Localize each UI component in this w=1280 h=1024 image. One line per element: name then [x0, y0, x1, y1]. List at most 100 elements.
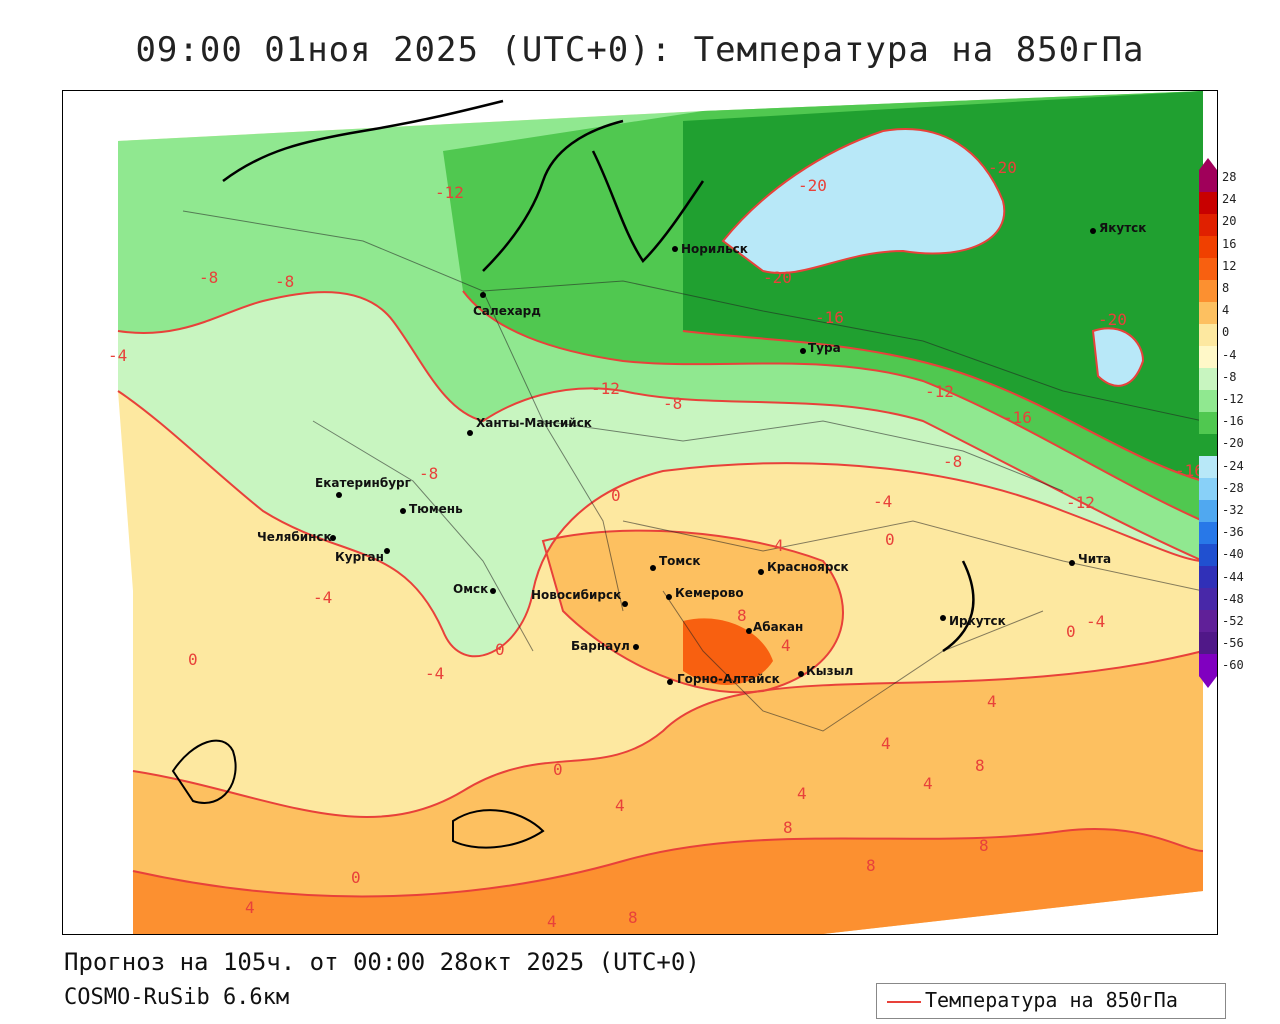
isotherm-label: -8 [663, 394, 682, 413]
legend: Температура на 850гПа [876, 983, 1226, 1019]
isotherm-label: -8 [199, 268, 218, 287]
isotherm-label: 8 [979, 836, 989, 855]
isotherm-label: -12 [925, 382, 954, 401]
city-label: Красноярск [767, 560, 849, 574]
city-dot [467, 430, 473, 436]
city-markers: Норильск Якутск Салехард Тура Ханты-Манс… [257, 221, 1146, 686]
isotherm-label: -20 [763, 268, 792, 287]
isotherm-label: -16 [1175, 461, 1204, 480]
city-label: Норильск [681, 242, 748, 256]
colorbar-max-arrow [1199, 158, 1217, 170]
colorbar-tick-label: 16 [1222, 236, 1237, 251]
temperature-map: -20 -20 -20 -20 -16 -16 -16 -12 -12 -12 … [108, 91, 1204, 934]
colorbar-tick-label: -40 [1222, 547, 1244, 562]
colorbar-tick-label: -36 [1222, 525, 1244, 540]
colorbar-swatch [1199, 214, 1217, 237]
colorbar-tick-label: -52 [1222, 614, 1244, 628]
colorbar-swatch [1199, 368, 1217, 391]
isotherm-label: 4 [797, 784, 807, 803]
city-dot [336, 492, 342, 498]
isotherm-label: 8 [866, 856, 876, 875]
isotherm-label: 0 [351, 868, 361, 887]
city-label: Иркутск [949, 614, 1006, 628]
city-dot [798, 671, 804, 677]
city-label: Барнаул [571, 639, 630, 653]
city-dot [490, 588, 496, 594]
coastline [222, 99, 975, 653]
isotherm-label: 4 [923, 774, 933, 793]
admin-borders [182, 210, 1204, 732]
colorbar-min-arrow [1199, 676, 1217, 688]
map-title: 09:00 01ноя 2025 (UTC+0): Температура на… [135, 30, 1145, 70]
city-label: Новосибирск [531, 588, 621, 602]
colorbar-swatch [1199, 632, 1217, 655]
isotherm-label: -20 [798, 176, 827, 195]
colorbar-tick-label: -24 [1222, 458, 1244, 473]
city-dot [666, 594, 672, 600]
isotherm-label: -12 [435, 183, 464, 202]
forecast-info: Прогноз на 105ч. от 00:00 28окт 2025 (UT… [64, 948, 700, 976]
city-label: Кемерово [675, 586, 744, 600]
colorbar-swatch [1199, 654, 1217, 677]
city-dot [1090, 228, 1096, 234]
colorbar-tick-label: -32 [1222, 503, 1244, 517]
isotherm-labels: -20 -20 -20 -20 -16 -16 -16 -12 -12 -12 … [108, 158, 1204, 931]
legend-line-swatch [887, 1001, 921, 1003]
isotherm-label: 4 [987, 692, 997, 711]
isotherm-label: 8 [975, 756, 985, 775]
city-dot [480, 292, 486, 298]
colorbar-swatch [1199, 346, 1217, 369]
isotherm-label: -20 [1098, 310, 1127, 329]
city-dot [330, 535, 336, 541]
city-label: Якутск [1099, 221, 1146, 235]
city-label: Екатеринбург [315, 476, 411, 490]
colorbar-swatch [1199, 522, 1217, 545]
isotherm-label: 8 [783, 818, 793, 837]
colorbar-swatch [1199, 434, 1217, 457]
colorbar-tick-label: 20 [1222, 214, 1237, 229]
colorbar-tick-label: 0 [1222, 325, 1230, 340]
colorbar-swatch [1199, 258, 1217, 281]
isotherm-label: 0 [885, 530, 895, 549]
colorbar-swatch [1199, 324, 1217, 347]
isotherm-label: -12 [591, 379, 620, 398]
colorbar-tick-label: -44 [1222, 569, 1244, 584]
map-area[interactable]: -20 -20 -20 -20 -16 -16 -16 -12 -12 -12 … [62, 90, 1218, 935]
colorbar-tick-label: -16 [1222, 414, 1244, 429]
colorbar-tick-label: -56 [1222, 636, 1244, 651]
colorbar-tick-label: -20 [1222, 436, 1244, 451]
isotherm-label: -20 [988, 158, 1017, 177]
colorbar-swatch [1199, 170, 1217, 193]
city-dot [758, 569, 764, 575]
city-label: Тура [808, 341, 841, 355]
colorbar-tick-label: -60 [1222, 658, 1244, 673]
isotherm-label: -4 [425, 664, 444, 683]
colorbar-tick-label: 8 [1222, 281, 1230, 295]
city-label: Курган [335, 550, 384, 564]
zone-plus8 [133, 828, 1203, 934]
city-label: Тюмень [409, 502, 463, 516]
isotherm-label: 4 [781, 636, 791, 655]
city-dot [1069, 560, 1075, 566]
isotherm-label: -8 [275, 272, 294, 291]
isotherm-label: 8 [628, 908, 638, 927]
isotherm-label: -8 [943, 452, 962, 471]
colorbar-swatch [1199, 412, 1217, 435]
colorbar-swatch [1199, 236, 1217, 259]
lake-outline [171, 739, 237, 804]
city-dot [672, 246, 678, 252]
zone-minus20-b [1091, 327, 1145, 387]
isotherm-label: 0 [553, 760, 563, 779]
city-dot [940, 615, 946, 621]
city-label: Челябинск [257, 530, 332, 544]
isotherm-label: 0 [495, 640, 505, 659]
isotherm-label: 4 [774, 536, 784, 555]
colorbar-tick-label: 28 [1222, 170, 1237, 184]
colorbar-swatch [1199, 456, 1217, 479]
colorbar-tick-label: -8 [1222, 369, 1237, 384]
city-dot [633, 644, 639, 650]
colorbar-swatch [1199, 280, 1217, 303]
zone-plus8-center [683, 618, 773, 685]
isotherm-label: 4 [881, 734, 891, 753]
isotherm-label: -4 [873, 492, 892, 511]
